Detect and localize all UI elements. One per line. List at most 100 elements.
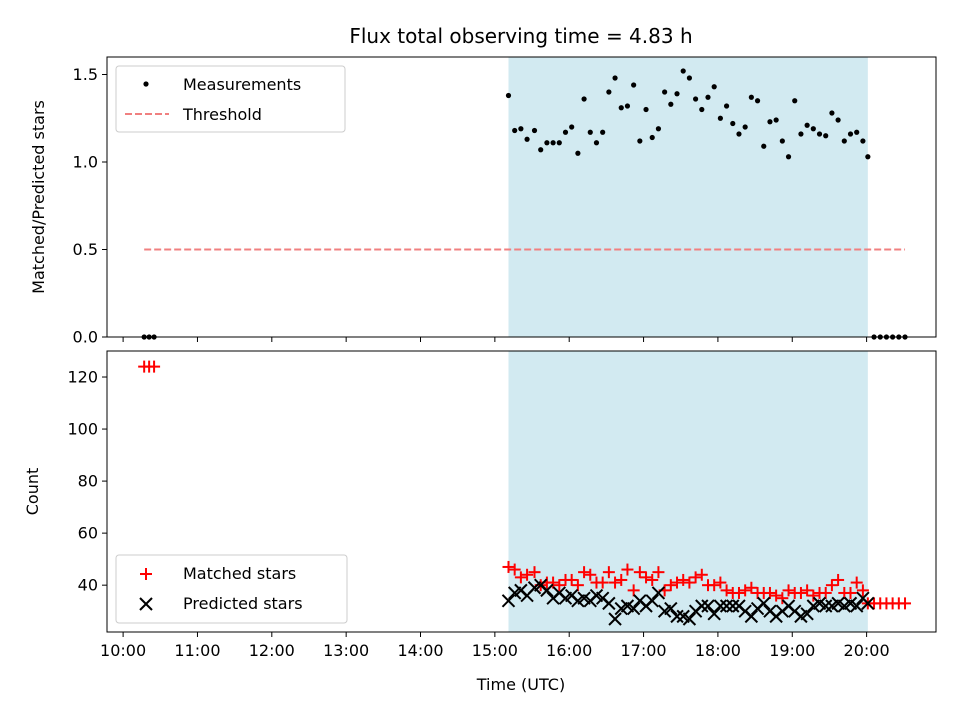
matched-star-point	[640, 571, 653, 584]
measurement-point	[711, 84, 717, 90]
x-tick-label: 19:00	[769, 641, 815, 660]
measurement-point	[699, 106, 705, 113]
matched-star-point	[609, 576, 622, 589]
measurement-point	[705, 94, 711, 100]
matched-star-point	[807, 589, 820, 602]
x-tick-label: 17:00	[621, 641, 667, 660]
matched-star-point	[801, 584, 814, 597]
matched-star-point	[782, 584, 795, 597]
measurement-point	[524, 136, 530, 142]
predicted-star-point	[849, 599, 864, 613]
measurement-point	[730, 120, 736, 127]
measurement-point	[674, 91, 680, 97]
predicted-star-point	[645, 594, 659, 608]
matched-star-point	[578, 566, 591, 579]
matched-star-point	[671, 576, 684, 589]
y-tick-label: 120	[67, 368, 98, 387]
matched-star-point	[770, 589, 783, 602]
predicted-star-point	[800, 607, 814, 621]
measurement-point	[761, 143, 767, 149]
predicted-stars-layer	[501, 578, 875, 626]
matched-star-point	[148, 360, 161, 373]
predicted-star-point	[695, 599, 709, 613]
measurement-point	[680, 68, 686, 74]
measurement-point	[544, 140, 550, 146]
measurement-point	[854, 129, 860, 135]
matched-star-point	[714, 576, 727, 589]
measurement-point	[649, 134, 655, 141]
matched-star-point	[627, 584, 640, 597]
x-tick-label: 10:00	[100, 641, 146, 660]
x-ticks-top	[122, 337, 868, 342]
measurement-point	[575, 150, 581, 156]
measurement-point	[581, 96, 587, 102]
matched-star-point	[794, 586, 807, 599]
matched-star-point	[763, 586, 776, 599]
legend-matched-label: Matched stars	[183, 564, 296, 583]
matched-star-point	[745, 581, 758, 594]
matched-star-point	[584, 568, 597, 581]
measurement-point	[505, 92, 512, 99]
predicted-star-point	[501, 594, 516, 608]
predicted-star-point	[713, 599, 728, 613]
predicted-star-point	[757, 596, 771, 611]
predicted-star-point	[819, 599, 833, 613]
matched-star-point	[720, 584, 733, 597]
y-tick-label: 80	[78, 472, 98, 491]
legend-measurements-label: Measurements	[183, 75, 301, 94]
legend-matched-marker	[140, 568, 152, 580]
matched-star-point	[739, 584, 752, 597]
measurement-point	[662, 89, 668, 95]
measurement-point	[773, 117, 779, 123]
measurement-point	[531, 127, 538, 134]
x-axis-label: Time (UTC)	[476, 675, 565, 694]
matched-star-point	[899, 597, 912, 610]
legend-measurements-marker	[143, 81, 149, 87]
y-tick-label: 0.5	[73, 240, 98, 259]
matched-star-point	[832, 573, 845, 586]
predicted-star-point	[701, 599, 715, 613]
measurement-point	[618, 105, 624, 111]
y-tick-label: 100	[67, 420, 98, 439]
predicted-star-point	[726, 599, 740, 613]
measurement-point	[686, 75, 693, 81]
matched-star-point	[521, 568, 534, 581]
x-tick-label: 15:00	[472, 641, 518, 660]
y-axis-label-bottom: Count	[23, 468, 42, 516]
measurement-point	[643, 106, 649, 113]
measurement-point	[860, 138, 866, 144]
bottom-panel: 40 60 80 100 120 10:00 11:00 12:00 13:00 14:00 15…	[23, 350, 937, 694]
predicted-star-point	[540, 583, 554, 598]
legend-bottom-box	[115, 554, 348, 624]
measurement-point	[835, 117, 841, 123]
matched-star-point	[553, 579, 566, 592]
legend-predicted-label: Predicted stars	[183, 594, 303, 613]
matched-star-point	[602, 566, 615, 579]
y-tick-label: 40	[78, 576, 98, 595]
matched-star-point	[528, 566, 541, 579]
matched-star-point	[547, 576, 560, 589]
predicted-star-point	[626, 601, 641, 616]
measurement-point	[655, 126, 662, 132]
matched-star-point	[677, 573, 690, 586]
measurement-point	[723, 103, 730, 109]
matched-star-point	[825, 579, 838, 592]
matched-star-point	[683, 576, 696, 589]
matched-star-point	[819, 586, 832, 599]
matched-star-point	[621, 563, 634, 576]
chart-title: Flux total observing time = 4.83 h	[349, 24, 692, 48]
matched-star-point	[850, 576, 863, 589]
matched-star-point	[646, 573, 659, 586]
x-tick-label: 12:00	[249, 641, 295, 660]
matched-star-point	[664, 579, 677, 592]
measurement-point	[693, 96, 699, 102]
matched-star-point	[856, 584, 869, 597]
y-tick-label: 1.5	[73, 65, 98, 84]
measurement-point	[785, 154, 792, 160]
predicted-star-point	[651, 586, 666, 600]
measurements-layer	[141, 68, 908, 340]
measurement-point	[612, 75, 618, 81]
measurement-point	[748, 94, 754, 100]
x-tick-label: 18:00	[695, 641, 741, 660]
